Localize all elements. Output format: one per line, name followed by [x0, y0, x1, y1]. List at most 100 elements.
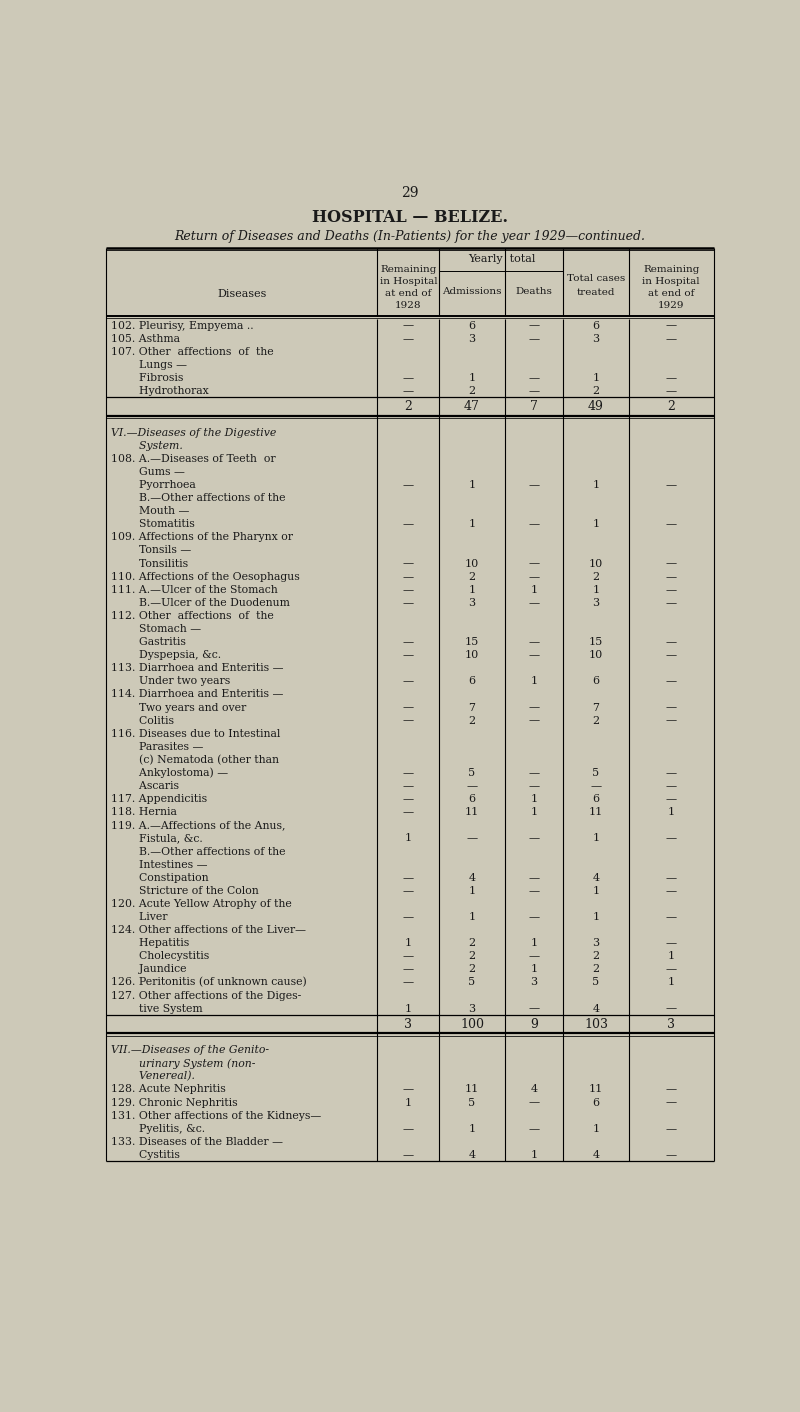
Text: 5: 5: [469, 1097, 475, 1107]
Text: Dyspepsia, &c.: Dyspepsia, &c.: [111, 650, 221, 661]
Text: 1: 1: [668, 808, 674, 818]
Text: 1: 1: [405, 938, 412, 949]
Text: —: —: [666, 703, 677, 713]
Text: —: —: [666, 885, 677, 895]
Text: 6: 6: [593, 676, 599, 686]
Text: 1: 1: [530, 676, 538, 686]
Text: 1: 1: [530, 1149, 538, 1159]
Text: System.: System.: [111, 441, 182, 450]
Text: 2: 2: [469, 964, 475, 974]
Text: —: —: [529, 650, 539, 661]
Text: 15: 15: [465, 637, 479, 647]
Text: 5: 5: [593, 977, 599, 987]
Text: —: —: [666, 585, 677, 594]
Text: —: —: [666, 781, 677, 791]
Text: —: —: [403, 1124, 414, 1134]
Text: in Hospital: in Hospital: [642, 277, 700, 287]
Text: —: —: [590, 781, 602, 791]
Text: —: —: [403, 597, 414, 607]
Text: 7: 7: [530, 400, 538, 414]
Text: —: —: [403, 873, 414, 882]
Text: 110. Affections of the Oesophagus: 110. Affections of the Oesophagus: [111, 572, 300, 582]
Text: 1: 1: [469, 480, 475, 490]
Text: —: —: [403, 885, 414, 895]
Text: 4: 4: [469, 873, 475, 882]
Text: 1: 1: [469, 520, 475, 530]
Text: B.—Ulcer of the Duodenum: B.—Ulcer of the Duodenum: [111, 597, 290, 607]
Text: —: —: [666, 559, 677, 569]
Text: 128. Acute Nephritis: 128. Acute Nephritis: [111, 1084, 226, 1094]
Text: 6: 6: [469, 794, 475, 805]
Text: Two years and over: Two years and over: [111, 703, 246, 713]
Text: —: —: [529, 373, 539, 383]
Text: 47: 47: [464, 400, 480, 414]
Text: Hydrothorax: Hydrothorax: [111, 385, 209, 397]
Text: —: —: [666, 716, 677, 726]
Text: 2: 2: [593, 952, 599, 962]
Text: —: —: [403, 1084, 414, 1094]
Text: 1: 1: [405, 833, 412, 843]
Text: Pyelitis, &c.: Pyelitis, &c.: [111, 1124, 205, 1134]
Text: 1: 1: [593, 912, 599, 922]
Text: —: —: [403, 808, 414, 818]
Text: —: —: [529, 1097, 539, 1107]
Text: —: —: [403, 373, 414, 383]
Text: Diseases: Diseases: [217, 289, 266, 299]
Text: Ascaris: Ascaris: [111, 781, 179, 791]
Text: 112. Other  affections  of  the: 112. Other affections of the: [111, 611, 274, 621]
Text: Liver: Liver: [111, 912, 167, 922]
Text: at end of: at end of: [386, 289, 432, 298]
Text: —: —: [529, 768, 539, 778]
Text: —: —: [529, 385, 539, 397]
Text: Gums —: Gums —: [111, 467, 185, 477]
Text: 1: 1: [530, 808, 538, 818]
Text: 6: 6: [593, 1097, 599, 1107]
Text: 29: 29: [402, 186, 418, 201]
Text: —: —: [529, 716, 539, 726]
Text: (c) Nematoda (other than: (c) Nematoda (other than: [111, 755, 279, 765]
Text: 113. Diarrhoea and Enteritis —: 113. Diarrhoea and Enteritis —: [111, 664, 283, 674]
Text: VI.—Diseases of the Digestive: VI.—Diseases of the Digestive: [111, 428, 276, 438]
Text: Intestines —: Intestines —: [111, 860, 207, 870]
Text: —: —: [529, 597, 539, 607]
Text: —: —: [466, 781, 478, 791]
Text: 10: 10: [465, 559, 479, 569]
Text: 2: 2: [593, 385, 599, 397]
Text: 2: 2: [469, 952, 475, 962]
Text: 116. Diseases due to Intestinal: 116. Diseases due to Intestinal: [111, 729, 280, 738]
Text: —: —: [403, 952, 414, 962]
Text: 3: 3: [593, 333, 599, 343]
Text: 1: 1: [530, 964, 538, 974]
Text: —: —: [529, 572, 539, 582]
Text: —: —: [403, 333, 414, 343]
Text: Lungs —: Lungs —: [111, 360, 187, 370]
Text: Tonsils —: Tonsils —: [111, 545, 191, 555]
Text: 1: 1: [469, 885, 475, 895]
Text: 11: 11: [589, 1084, 603, 1094]
Text: —: —: [666, 938, 677, 949]
Text: 4: 4: [593, 873, 599, 882]
Text: —: —: [666, 373, 677, 383]
Text: —: —: [403, 794, 414, 805]
Text: 107. Other  affections  of  the: 107. Other affections of the: [111, 347, 274, 357]
Text: 124. Other affections of the Liver—: 124. Other affections of the Liver—: [111, 925, 306, 935]
Text: 126. Peritonitis (of unknown cause): 126. Peritonitis (of unknown cause): [111, 977, 306, 987]
Text: HOSPITAL — BELIZE.: HOSPITAL — BELIZE.: [312, 209, 508, 226]
Text: —: —: [529, 333, 539, 343]
Text: Gastritis: Gastritis: [111, 637, 186, 647]
Text: 102. Pleurisy, Empyema ..: 102. Pleurisy, Empyema ..: [111, 321, 254, 330]
Text: 1: 1: [469, 585, 475, 594]
Text: —: —: [403, 321, 414, 330]
Text: at end of: at end of: [648, 289, 694, 298]
Text: 2: 2: [593, 716, 599, 726]
Text: 2: 2: [469, 385, 475, 397]
Text: Deaths: Deaths: [515, 287, 553, 295]
Text: —: —: [403, 768, 414, 778]
Text: Return of Diseases and Deaths (In-Patients) for the year 1929—continued.: Return of Diseases and Deaths (In-Patien…: [174, 230, 646, 243]
Text: 1: 1: [668, 977, 674, 987]
Text: 4: 4: [530, 1084, 538, 1094]
Text: Cystitis: Cystitis: [111, 1149, 180, 1159]
Text: 133. Diseases of the Bladder —: 133. Diseases of the Bladder —: [111, 1137, 283, 1147]
Text: 11: 11: [465, 808, 479, 818]
Text: —: —: [403, 781, 414, 791]
